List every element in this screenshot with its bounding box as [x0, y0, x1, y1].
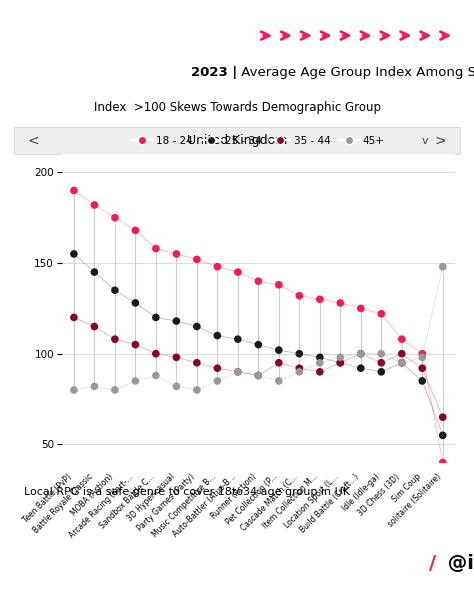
Point	[111, 213, 118, 222]
Point	[398, 358, 406, 368]
Point	[173, 249, 180, 259]
Point	[214, 376, 221, 385]
Point	[152, 244, 160, 253]
Point	[152, 349, 160, 358]
Point	[337, 358, 344, 368]
Text: v: v	[422, 136, 428, 146]
Point	[439, 458, 447, 467]
Point	[111, 385, 118, 395]
Point	[152, 313, 160, 322]
Point	[173, 316, 180, 326]
Point	[316, 295, 324, 304]
Point	[275, 280, 283, 289]
Point	[357, 364, 365, 373]
Point	[398, 349, 406, 358]
Point	[70, 385, 78, 395]
Point	[377, 309, 385, 318]
Point	[419, 353, 426, 362]
Point	[295, 291, 303, 301]
Point	[173, 353, 180, 362]
Text: 2023 |: 2023 |	[191, 66, 237, 79]
Point	[234, 334, 242, 344]
Point	[91, 200, 98, 210]
Point	[357, 349, 365, 358]
Point	[91, 267, 98, 277]
Point	[193, 358, 201, 368]
Text: Local RPG is a safe genre to cover 18to34 age group in UK: Local RPG is a safe genre to cover 18to3…	[24, 487, 350, 497]
Point	[419, 376, 426, 385]
Point	[152, 371, 160, 380]
Point	[132, 340, 139, 349]
Point	[70, 249, 78, 259]
Text: >: >	[435, 134, 447, 148]
Point	[193, 254, 201, 264]
Point	[132, 225, 139, 235]
Point	[214, 331, 221, 340]
Point	[377, 358, 385, 368]
Point	[214, 262, 221, 272]
Point	[377, 349, 385, 358]
Point	[275, 376, 283, 385]
Point	[255, 371, 262, 380]
Text: Average Age Group Index Among Select Subgenres: Average Age Group Index Among Select Sub…	[237, 66, 474, 79]
Point	[132, 298, 139, 308]
Point	[255, 371, 262, 380]
Point	[234, 367, 242, 377]
Point	[295, 349, 303, 358]
Point	[337, 358, 344, 368]
Text: @iCartic.com: @iCartic.com	[441, 554, 474, 573]
Point	[295, 364, 303, 373]
Point	[132, 376, 139, 385]
Point	[91, 322, 98, 331]
Point	[377, 367, 385, 377]
Point	[111, 334, 118, 344]
Legend: 18 - 24, 25 - 34, 35 - 44, 45+: 18 - 24, 25 - 34, 35 - 44, 45+	[128, 132, 389, 150]
Point	[214, 364, 221, 373]
Point	[439, 262, 447, 272]
Point	[275, 358, 283, 368]
Text: /: /	[429, 554, 436, 573]
FancyBboxPatch shape	[14, 127, 460, 154]
Point	[111, 285, 118, 295]
Point	[439, 413, 447, 422]
Point	[316, 353, 324, 362]
Point	[275, 345, 283, 355]
Point	[337, 298, 344, 308]
Point	[255, 276, 262, 286]
Text: <: <	[27, 134, 39, 148]
Point	[357, 349, 365, 358]
Text: United Kingdom: United Kingdom	[187, 135, 287, 147]
Point	[255, 340, 262, 349]
Text: Index  >100 Skews Towards Demographic Group: Index >100 Skews Towards Demographic Gro…	[93, 101, 381, 114]
Point	[295, 367, 303, 377]
Point	[316, 367, 324, 377]
Point	[173, 382, 180, 391]
Point	[70, 313, 78, 322]
Point	[316, 358, 324, 368]
Point	[70, 186, 78, 195]
Point	[91, 382, 98, 391]
Point	[439, 431, 447, 440]
Point	[234, 267, 242, 277]
Point	[234, 367, 242, 377]
Point	[193, 385, 201, 395]
Point	[337, 353, 344, 362]
Point	[419, 364, 426, 373]
Point	[398, 334, 406, 344]
Point	[419, 349, 426, 358]
Point	[398, 358, 406, 368]
Point	[357, 304, 365, 313]
Point	[193, 322, 201, 331]
